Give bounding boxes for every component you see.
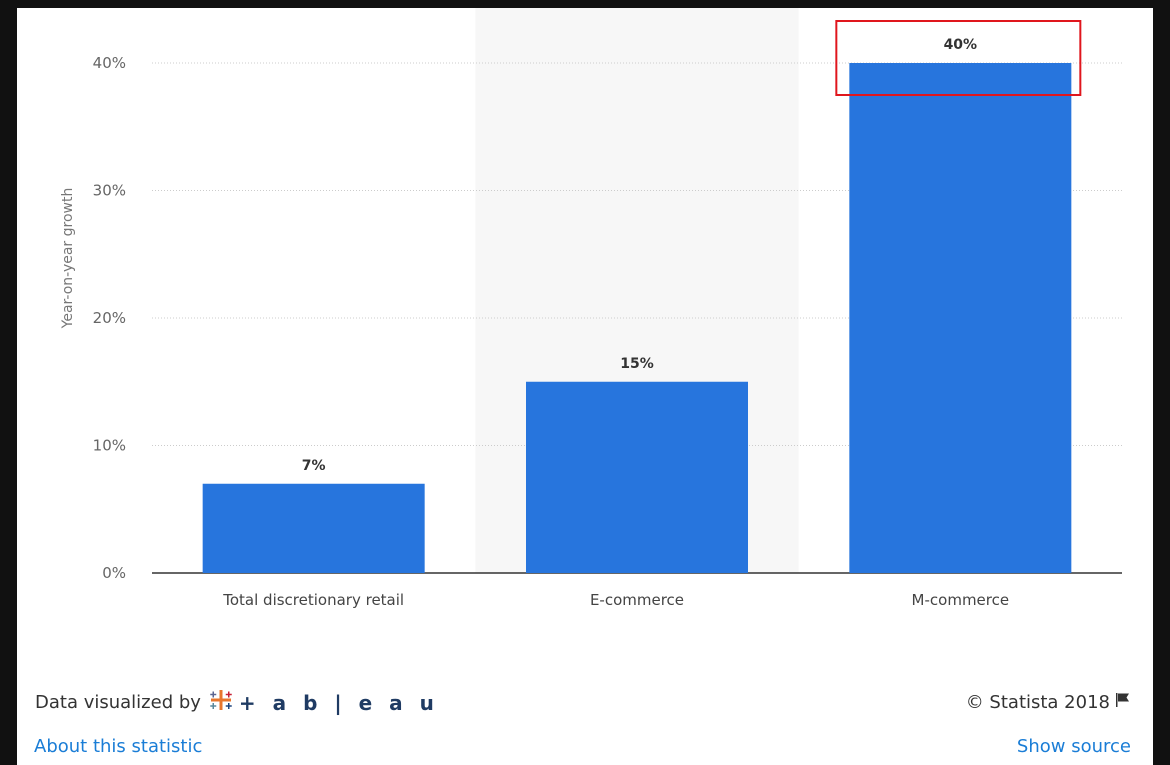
credit-prefix: Data visualized by <box>35 692 201 713</box>
y-tick-label: 40% <box>93 54 126 72</box>
flag-icon[interactable] <box>1114 691 1132 714</box>
category-label: Total discretionary retail <box>222 591 404 609</box>
y-tick-label: 20% <box>93 309 126 327</box>
bar-value-label: 15% <box>620 356 654 372</box>
y-tick-label: 10% <box>93 437 126 455</box>
tableau-brand-text: + a b | e a u <box>238 690 439 715</box>
copyright-notice: © Statista 2018 <box>966 691 1132 714</box>
bar[interactable] <box>202 483 425 573</box>
bar[interactable] <box>849 63 1072 573</box>
bar-value-label: 7% <box>302 458 326 474</box>
y-tick-label: 30% <box>93 182 126 200</box>
category-label: E-commerce <box>590 591 684 609</box>
highlight-annotation-box <box>835 20 1082 96</box>
y-tick-label: 0% <box>102 564 126 582</box>
bar-value-label: 40% <box>944 37 978 53</box>
category-label: M-commerce <box>912 591 1010 609</box>
bar-chart: 0% 10% 20% 30% 40% Year-on-year growth 7% Total… <box>60 20 1122 609</box>
data-visualized-credit: Data visualized by + a b | e a u <box>35 688 439 717</box>
about-statistic-link[interactable]: About this statistic <box>34 736 203 757</box>
show-source-link[interactable]: Show source <box>1016 736 1131 757</box>
copyright-text: © Statista 2018 <box>965 692 1110 713</box>
bar[interactable] <box>526 381 748 573</box>
y-axis-title: Year-on-year growth <box>60 188 76 330</box>
tableau-logo-icon <box>209 688 233 717</box>
